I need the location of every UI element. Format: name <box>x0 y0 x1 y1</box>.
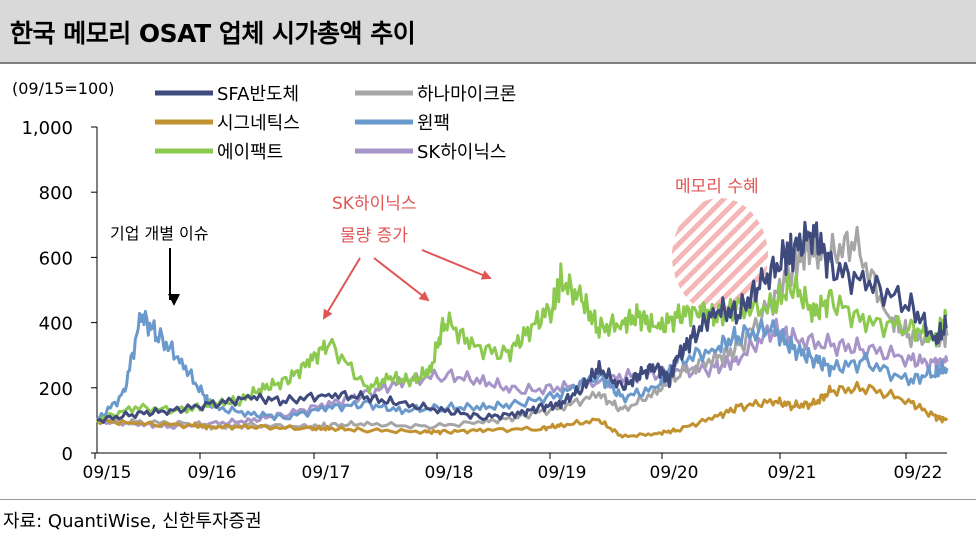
annotation-arrow-2 <box>373 257 430 302</box>
annotation-volume-increase: 물량 증가 <box>340 226 408 246</box>
y-tick-label: 600 <box>39 248 73 269</box>
x-tick-label: 09/22 <box>894 463 943 483</box>
series-line-4 <box>96 262 948 424</box>
series-line-0 <box>96 220 949 424</box>
y-tick-label: 800 <box>39 183 73 204</box>
annotation-skhynix: SK하이닉스 <box>332 194 417 214</box>
line-chart: (09/15=100) 0 200 400 600 800 1,000 09/15 09/1… <box>12 79 949 483</box>
legend-label: 윈팩 <box>417 113 450 134</box>
annotation-arrow-3 <box>421 249 492 280</box>
legend-label: 에이팩트 <box>217 142 283 163</box>
y-tick-label: 200 <box>39 379 73 400</box>
x-tick-label: 09/15 <box>83 463 132 483</box>
y-tick-label: 0 <box>62 444 73 465</box>
annotation-memory-benefit: 메모리 수혜 <box>675 177 759 197</box>
x-tick-label: 09/19 <box>538 463 587 483</box>
unit-label: (09/15=100) <box>12 79 115 98</box>
series-line-1 <box>96 225 949 431</box>
source-note: 자료: QuantiWise, 신한투자증권 <box>3 511 262 532</box>
highlight-region <box>672 198 768 314</box>
x-tick-label: 09/18 <box>425 463 474 483</box>
x-tick-label: 09/20 <box>650 463 699 483</box>
series-line-3 <box>96 309 949 422</box>
legend-label: 시그네틱스 <box>217 113 300 134</box>
x-tick-label: 09/16 <box>188 463 237 483</box>
x-tick-label: 09/17 <box>302 463 351 483</box>
series-line-2 <box>95 380 949 439</box>
y-tick-label: 400 <box>39 314 73 335</box>
annotation-company-issue: 기업 개별 이슈 <box>110 224 209 243</box>
legend-label: SFA반도체 <box>217 84 299 105</box>
annotation-arrow-1 <box>322 257 361 320</box>
y-tick-label: 1,000 <box>21 118 73 139</box>
title-divider <box>0 62 976 64</box>
title-bar: 한국 메모리 OSAT 업체 시가총액 추이 <box>0 0 976 62</box>
x-tick-label: 09/21 <box>768 463 817 483</box>
legend-label: 하나마이크론 <box>417 84 516 105</box>
source-divider <box>0 499 976 500</box>
chart-title: 한국 메모리 OSAT 업체 시가총액 추이 <box>10 19 416 48</box>
legend-label: SK하이닉스 <box>417 142 506 163</box>
